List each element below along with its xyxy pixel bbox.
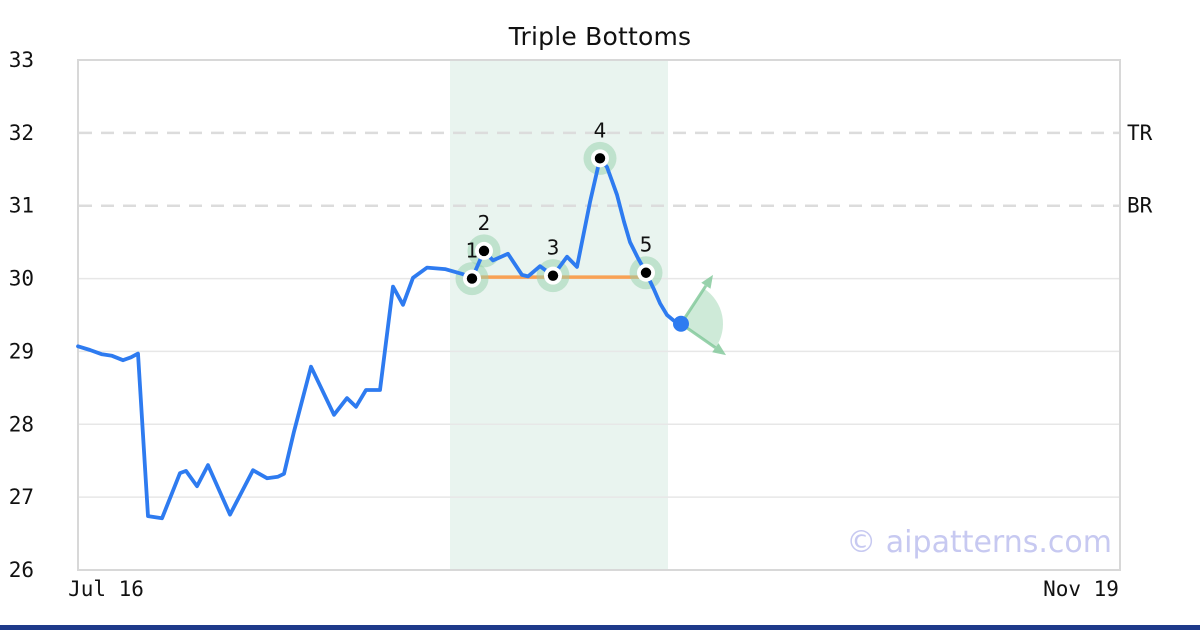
breakout-arrowhead-1: [701, 274, 713, 289]
pattern-point-dot-4: [594, 153, 606, 164]
x-tick-label: Jul 16: [68, 577, 144, 601]
pattern-point-dot-3: [547, 270, 559, 281]
y-tick-label: 33: [9, 48, 34, 72]
bottom-accent-bar: [0, 625, 1200, 630]
breakout-arrowhead-2: [712, 343, 726, 356]
y-tick-label: 31: [9, 194, 34, 218]
pattern-point-label-5: 5: [640, 233, 653, 257]
plot-frame: [77, 59, 1121, 571]
watermark: © aipatterns.com: [846, 525, 1112, 560]
page-title: Triple Bottoms: [508, 22, 692, 51]
pattern-point-dot-5: [640, 267, 652, 278]
breakout-dot: [673, 315, 689, 332]
pattern-highlight-region: [450, 61, 668, 569]
pattern-point-label-1: 1: [466, 239, 479, 263]
y-tick-label: 30: [9, 267, 34, 291]
y-tick-label: 29: [9, 339, 34, 363]
pattern-point-dot-1: [466, 273, 478, 284]
y-tick-label: 32: [9, 121, 34, 145]
pattern-point-label-3: 3: [547, 236, 560, 260]
pattern-point-dot-2: [478, 245, 490, 257]
y-tick-label: 27: [9, 485, 34, 509]
price-line: [76, 156, 683, 521]
breakout-angle-wedge: [681, 288, 724, 348]
y-tick-label: 28: [9, 412, 34, 436]
level-label-br: BR: [1127, 194, 1153, 218]
level-label-tr: TR: [1127, 121, 1153, 145]
pattern-point-label-2: 2: [478, 211, 491, 235]
pattern-point-label-4: 4: [594, 118, 607, 142]
x-tick-label: Nov 19: [1043, 577, 1119, 601]
y-tick-label: 26: [9, 558, 34, 582]
